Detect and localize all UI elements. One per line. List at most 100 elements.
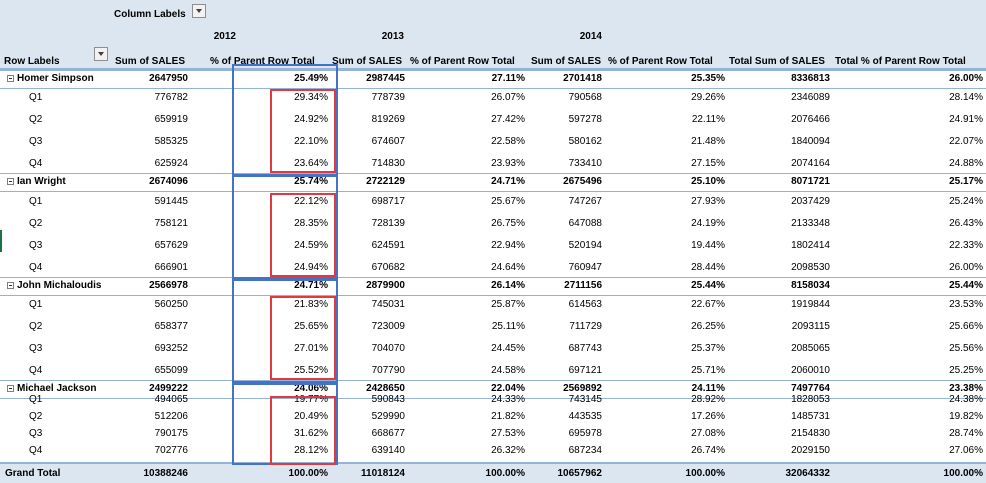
quarter-sum-total-cell: 2060010 (791, 365, 830, 376)
quarter-sum-2012-cell: 655099 (154, 365, 188, 376)
quarter-sum-total-cell: 2093115 (791, 321, 830, 332)
quarter-pct-2014-cell: 17.26% (691, 411, 725, 422)
quarter-label: Q2 (29, 218, 43, 229)
group-pct-2014-cell: 25.44% (691, 280, 725, 291)
quarter-pct-2012-cell: 22.10% (294, 136, 328, 147)
quarter-label: Q2 (29, 321, 43, 332)
quarter-highlight-box (270, 193, 336, 277)
quarter-pct-total-cell: 22.07% (949, 136, 983, 147)
quarter-sum-total-cell: 1828053 (791, 394, 830, 405)
row-labels-header: Row Labels (4, 56, 60, 67)
quarter-sum-2012-cell: 585325 (154, 136, 188, 147)
quarter-pct-total-cell: 24.88% (949, 158, 983, 169)
selected-row-indicator (0, 230, 2, 252)
header-pct-2013: % of Parent Row Total (410, 56, 515, 67)
quarter-sum-2013-cell: 674607 (371, 136, 405, 147)
quarter-highlight-box (270, 396, 336, 465)
quarter-pct-2013-cell: 25.67% (491, 196, 525, 207)
quarter-pct-2012-cell: 21.83% (294, 299, 328, 310)
row-labels-filter-dropdown-icon[interactable] (94, 47, 108, 61)
quarter-pct-total-cell: 26.00% (949, 262, 983, 273)
quarter-pct-total-cell: 23.53% (949, 299, 983, 310)
quarter-pct-2013-cell: 24.58% (491, 365, 525, 376)
group-sum-2014-cell: 2711156 (564, 280, 602, 291)
quarter-sum-2014-cell: 597278 (568, 114, 602, 125)
quarter-pct-2012-cell: 25.52% (294, 365, 328, 376)
group-pct-2012-cell: 25.74% (294, 176, 328, 187)
group-divider (0, 70, 986, 71)
quarter-pct-total-cell: 22.33% (949, 240, 983, 251)
group-divider (0, 277, 986, 278)
quarter-pct-total-cell: 19.82% (949, 411, 983, 422)
header-total-pct: Total % of Parent Row Total (835, 56, 966, 67)
quarter-sum-2013-cell: 639140 (371, 445, 405, 456)
quarter-pct-2012-cell: 19.77% (294, 394, 328, 405)
header-pct-2012: % of Parent Row Total (210, 56, 315, 67)
quarter-pct-2014-cell: 26.74% (691, 445, 725, 456)
group-divider (0, 380, 986, 381)
quarter-sum-2012-cell: 693252 (154, 343, 188, 354)
quarter-pct-2012-cell: 27.01% (294, 343, 328, 354)
quarter-label: Q4 (29, 262, 43, 273)
quarter-pct-2013-cell: 22.94% (491, 240, 525, 251)
quarter-sum-2013-cell: 668677 (371, 428, 405, 439)
quarter-sum-2012-cell: 658377 (154, 321, 188, 332)
collapse-toggle-icon[interactable] (7, 75, 14, 82)
grand-total-sum-2012: 10388246 (143, 468, 189, 479)
quarter-sum-total-cell: 2154830 (791, 428, 830, 439)
year-header-2013: 2013 (381, 31, 404, 42)
quarter-pct-2012-cell: 31.62% (294, 428, 328, 439)
group-sum-total-cell: 8158034 (791, 280, 830, 291)
quarter-pct-2013-cell: 27.42% (491, 114, 525, 125)
quarter-pct-2014-cell: 27.15% (691, 158, 725, 169)
quarter-label: Q4 (29, 158, 43, 169)
quarter-pct-2013-cell: 26.75% (491, 218, 525, 229)
quarter-sum-2014-cell: 695978 (568, 428, 602, 439)
group-pct-2012-cell: 24.06% (294, 383, 328, 394)
quarter-sum-2012-cell: 702776 (154, 445, 188, 456)
quarter-pct-2012-cell: 25.65% (294, 321, 328, 332)
quarter-pct-total-cell: 24.91% (949, 114, 983, 125)
quarter-label: Q1 (29, 394, 43, 405)
quarter-label: Q3 (29, 428, 43, 439)
quarter-pct-2012-cell: 22.12% (294, 196, 328, 207)
quarter-pct-2013-cell: 27.53% (491, 428, 525, 439)
quarter-pct-2012-cell: 24.94% (294, 262, 328, 273)
quarter-pct-2014-cell: 22.67% (691, 299, 725, 310)
quarter-sum-2012-cell: 666901 (154, 262, 188, 273)
quarter-pct-2013-cell: 25.87% (491, 299, 525, 310)
quarter-sum-2012-cell: 758121 (154, 218, 188, 229)
quarter-pct-2013-cell: 21.82% (491, 411, 525, 422)
quarter-pct-2013-cell: 25.11% (491, 321, 525, 332)
quarter-pct-2014-cell: 19.44% (691, 240, 725, 251)
quarter-pct-2014-cell: 21.48% (691, 136, 725, 147)
collapse-toggle-icon[interactable] (7, 282, 14, 289)
group-sum-total-cell: 8071721 (791, 176, 830, 187)
quarter-pct-total-cell: 28.74% (949, 428, 983, 439)
quarter-pct-2014-cell: 28.92% (691, 394, 725, 405)
quarter-pct-2014-cell: 22.11% (691, 114, 725, 125)
quarter-sum-2013-cell: 723009 (371, 321, 405, 332)
collapse-toggle-icon[interactable] (7, 385, 14, 392)
collapse-toggle-icon[interactable] (7, 178, 14, 185)
group-sum-2013-cell: 2987445 (366, 73, 405, 84)
quarter-sum-2013-cell: 707790 (371, 365, 405, 376)
group-pct-2014-cell: 25.35% (691, 73, 725, 84)
group-pct-2014-cell: 24.11% (691, 383, 725, 394)
quarter-sum-2014-cell: 697121 (568, 365, 602, 376)
grand-total-sum-2013: 11018124 (361, 468, 405, 479)
group-sum-2012-cell: 2647950 (149, 73, 188, 84)
quarter-pct-2014-cell: 27.08% (691, 428, 725, 439)
group-pct-2013-cell: 26.14% (491, 280, 525, 291)
quarter-pct-2012-cell: 24.92% (294, 114, 328, 125)
quarter-sum-2013-cell: 728139 (371, 218, 405, 229)
quarter-sum-2014-cell: 520194 (568, 240, 602, 251)
quarter-sum-2012-cell: 591445 (154, 196, 188, 207)
quarter-sum-total-cell: 1802414 (791, 240, 830, 251)
column-labels-filter-dropdown-icon[interactable] (192, 4, 206, 18)
quarter-sum-total-cell: 1919844 (791, 299, 830, 310)
quarter-sum-2014-cell: 711729 (569, 321, 602, 332)
quarter-pct-total-cell: 26.43% (949, 218, 983, 229)
quarter-sum-total-cell: 2085065 (791, 343, 830, 354)
quarter-sum-2012-cell: 659919 (154, 114, 188, 125)
